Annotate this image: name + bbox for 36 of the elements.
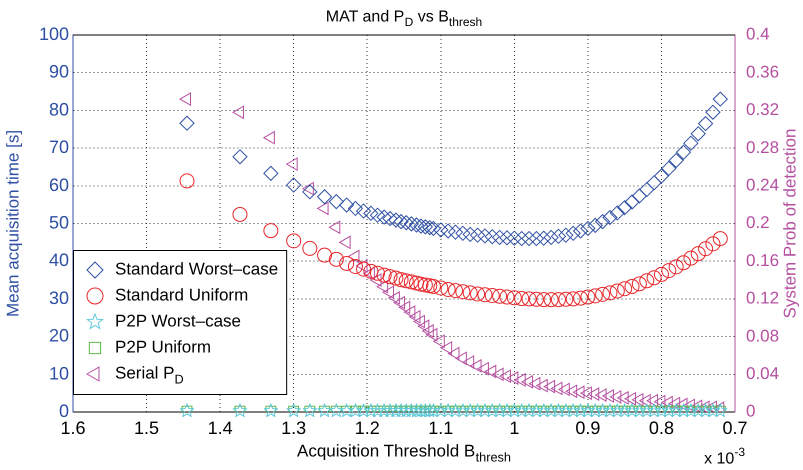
y-tick-label: 10 — [48, 363, 69, 384]
y-tick-label: 30 — [48, 288, 69, 308]
y-tick-label: 20 — [48, 326, 69, 346]
legend-label: P2P Worst–case — [115, 312, 241, 331]
x-tick-label: 0.9 — [575, 418, 600, 438]
y2-tick-label: 0.28 — [746, 138, 780, 157]
y-tick-label: 40 — [48, 250, 69, 270]
y2-tick-label: 0.4 — [746, 24, 770, 44]
y2-tick-label: 0.36 — [746, 62, 780, 82]
x-tick-label: 1.3 — [281, 418, 306, 438]
y-tick-label: 90 — [48, 62, 69, 82]
y2-tick-label: 0.24 — [746, 175, 780, 194]
y2-tick-label: 0.32 — [746, 100, 780, 120]
y-tick-label: 100 — [38, 24, 69, 44]
y2-tick-label: 0.08 — [746, 326, 780, 346]
y-tick-label: 70 — [48, 137, 69, 158]
y2-tick-label: 0.04 — [746, 364, 780, 383]
y2-tick-label: 0.12 — [746, 288, 780, 308]
y-tick-label: 50 — [48, 212, 69, 232]
x-tick-label: 1.1 — [428, 418, 454, 438]
y2-tick-label: 0 — [746, 402, 756, 421]
x-tick-label: 1.4 — [208, 418, 233, 438]
legend-label: Standard Uniform — [115, 286, 248, 305]
x-tick-label: 0.7 — [722, 418, 748, 438]
legend-label: Standard Worst–case — [115, 260, 278, 279]
y-axis-title: Mean acquisition time [s] — [4, 130, 23, 318]
y2-axis-title: System Prob of detection — [780, 128, 800, 318]
x-tick-label: 1.2 — [354, 418, 380, 438]
y-tick-label: 80 — [48, 99, 69, 120]
x-tick-label: 0.8 — [648, 418, 674, 438]
y-tick-label: 60 — [48, 174, 69, 195]
x-tick-label: 1 — [509, 418, 520, 438]
x-tick-label: 1.5 — [134, 418, 160, 438]
y2-tick-label: 0.16 — [746, 250, 780, 270]
legend-label: P2P Uniform — [115, 338, 212, 357]
y2-tick-label: 0.2 — [746, 213, 770, 232]
